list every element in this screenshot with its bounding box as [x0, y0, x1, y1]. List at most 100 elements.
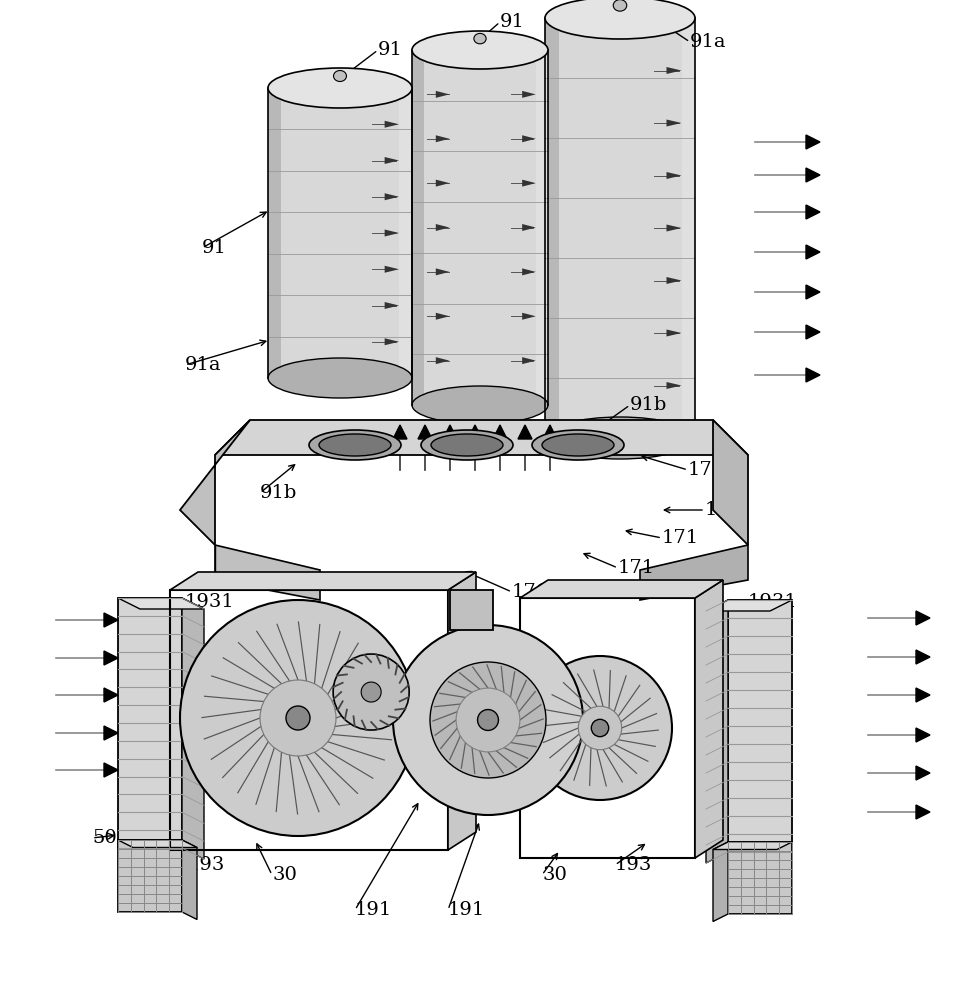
Polygon shape [182, 598, 204, 859]
Polygon shape [450, 590, 493, 630]
Polygon shape [170, 572, 476, 590]
Text: 193: 193 [188, 856, 225, 874]
Polygon shape [640, 545, 748, 600]
Text: 171: 171 [512, 583, 549, 601]
Polygon shape [468, 425, 482, 439]
Polygon shape [425, 50, 536, 405]
Polygon shape [543, 425, 557, 439]
Polygon shape [667, 382, 681, 389]
Polygon shape [916, 650, 930, 664]
Ellipse shape [421, 430, 513, 460]
Polygon shape [436, 268, 449, 275]
Polygon shape [806, 245, 820, 259]
Text: 17: 17 [705, 501, 730, 519]
Ellipse shape [613, 0, 627, 11]
Polygon shape [418, 425, 432, 439]
Polygon shape [681, 18, 695, 438]
Text: 91: 91 [202, 239, 226, 257]
Polygon shape [713, 842, 728, 922]
Polygon shape [385, 302, 399, 309]
Text: 1931: 1931 [185, 593, 235, 611]
Polygon shape [412, 50, 425, 405]
Polygon shape [728, 842, 792, 914]
Circle shape [361, 682, 382, 702]
Circle shape [579, 706, 622, 750]
Polygon shape [706, 600, 728, 863]
Polygon shape [104, 726, 118, 740]
Text: 191: 191 [448, 901, 485, 919]
Polygon shape [728, 600, 792, 852]
Polygon shape [436, 91, 449, 98]
Polygon shape [436, 224, 449, 231]
Polygon shape [448, 572, 476, 850]
Text: 91: 91 [500, 13, 525, 31]
Text: 50: 50 [92, 829, 117, 847]
Text: 91a: 91a [690, 33, 726, 51]
Polygon shape [399, 88, 412, 378]
Polygon shape [522, 135, 536, 142]
Polygon shape [667, 119, 681, 126]
Circle shape [286, 706, 310, 730]
Polygon shape [916, 805, 930, 819]
Polygon shape [522, 224, 536, 231]
Circle shape [528, 656, 672, 800]
Text: 191: 191 [355, 901, 392, 919]
Circle shape [591, 719, 609, 737]
Polygon shape [806, 168, 820, 182]
Polygon shape [385, 121, 399, 128]
Text: 171: 171 [618, 559, 655, 577]
Polygon shape [536, 50, 548, 405]
Polygon shape [667, 172, 681, 179]
Polygon shape [806, 325, 820, 339]
Polygon shape [806, 285, 820, 299]
Polygon shape [385, 230, 399, 236]
Circle shape [393, 625, 583, 815]
Polygon shape [118, 840, 182, 912]
Ellipse shape [545, 417, 695, 459]
Ellipse shape [545, 0, 695, 39]
Polygon shape [545, 18, 558, 438]
Circle shape [260, 680, 336, 756]
Polygon shape [118, 840, 197, 848]
Circle shape [333, 654, 409, 730]
Ellipse shape [268, 68, 412, 108]
Polygon shape [916, 728, 930, 742]
Polygon shape [522, 91, 536, 98]
Polygon shape [806, 368, 820, 382]
Polygon shape [436, 135, 449, 142]
Polygon shape [520, 580, 723, 598]
Text: 91b: 91b [260, 484, 298, 502]
Text: 17a: 17a [688, 461, 724, 479]
Ellipse shape [412, 31, 548, 69]
Polygon shape [215, 420, 748, 455]
Polygon shape [916, 688, 930, 702]
Circle shape [456, 688, 520, 752]
Ellipse shape [319, 434, 391, 456]
Polygon shape [118, 598, 182, 848]
Polygon shape [558, 18, 681, 438]
Polygon shape [180, 420, 250, 545]
Text: 1931: 1931 [748, 593, 797, 611]
Polygon shape [706, 600, 792, 611]
Polygon shape [436, 313, 449, 320]
Polygon shape [104, 763, 118, 777]
Circle shape [180, 600, 416, 836]
Polygon shape [104, 613, 118, 627]
Polygon shape [522, 357, 536, 364]
Text: 30: 30 [272, 866, 297, 884]
Polygon shape [522, 268, 536, 275]
Text: 171: 171 [662, 529, 699, 547]
Polygon shape [695, 580, 723, 858]
Polygon shape [393, 425, 407, 439]
Ellipse shape [309, 430, 401, 460]
Polygon shape [436, 180, 449, 187]
Polygon shape [518, 425, 532, 439]
Polygon shape [522, 313, 536, 320]
Polygon shape [493, 425, 507, 439]
Polygon shape [916, 611, 930, 625]
Polygon shape [443, 425, 457, 439]
Polygon shape [215, 545, 320, 600]
Polygon shape [385, 157, 399, 164]
Polygon shape [104, 688, 118, 702]
Ellipse shape [412, 386, 548, 424]
